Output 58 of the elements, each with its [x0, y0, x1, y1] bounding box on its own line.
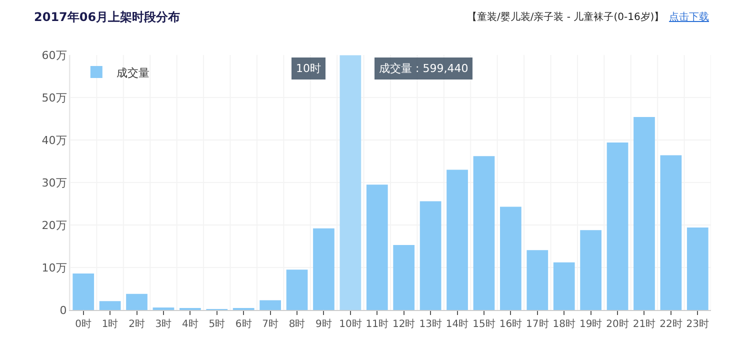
x-tick-label: 6时 [235, 318, 252, 330]
chart-subtitle: 【童装/婴儿装/亲子装 - 儿童袜子(0-16岁)】 [467, 11, 664, 23]
y-tick-label: 20万 [42, 218, 67, 232]
bar [286, 270, 308, 310]
y-tick-label: 50万 [42, 91, 67, 104]
x-tick-label: 11时 [366, 318, 389, 330]
bar [473, 156, 495, 310]
x-tick-label: 22时 [660, 318, 682, 330]
bar [126, 294, 148, 310]
x-tick-label: 9时 [316, 318, 332, 330]
y-tick-label: 0 [60, 304, 67, 317]
x-tick-label: 21时 [632, 318, 656, 330]
x-tick-label: 7时 [262, 318, 278, 330]
x-tick-label: 20时 [606, 318, 629, 330]
x-tick-label: 4时 [182, 318, 198, 330]
bar [580, 230, 602, 310]
bar [152, 307, 174, 310]
bar [72, 273, 94, 310]
legend-label: 成交量 [116, 66, 150, 80]
bar [340, 55, 362, 310]
x-tick-label: 14时 [446, 318, 469, 330]
y-tick-label: 60万 [42, 48, 67, 62]
bar [553, 262, 575, 310]
bar [420, 201, 442, 310]
y-tick-label: 40万 [42, 134, 67, 147]
text: 点击下载 [669, 11, 709, 23]
x-tick-label: 3时 [155, 318, 172, 330]
bar [446, 170, 468, 310]
x-tick-label: 13时 [419, 318, 442, 330]
x-tick-label: 23时 [686, 318, 710, 330]
bar [686, 228, 708, 310]
bar [526, 250, 548, 310]
x-tick-label: 1时 [102, 318, 118, 330]
x-tick-label: 8时 [288, 318, 306, 330]
y-tick-label: 10万 [42, 261, 67, 274]
x-tick-label: 10时 [339, 318, 362, 330]
annotation: 10时 [296, 62, 321, 75]
bar [500, 206, 522, 310]
y-tick-label: 30万 [42, 176, 67, 190]
x-tick-label: 19时 [579, 318, 602, 330]
x-tick-label: 0时 [75, 318, 92, 330]
bar [313, 228, 334, 310]
bar [99, 301, 121, 310]
x-tick-label: 5时 [208, 318, 226, 330]
x-tick-label: 18时 [552, 318, 576, 330]
chart-title: 2017年06月上架时段分布 [34, 10, 180, 24]
x-tick-label: 16时 [499, 318, 522, 330]
bar [660, 155, 682, 310]
bar [606, 142, 628, 310]
bar [366, 184, 388, 310]
x-tick-label: 15时 [472, 318, 496, 330]
bar [260, 300, 281, 310]
x-tick-label: 12时 [392, 318, 416, 330]
annotation: 成交量 : 599,440 [379, 62, 468, 75]
x-tick-label: 2时 [128, 318, 145, 330]
bar [634, 117, 655, 310]
bar [393, 244, 415, 310]
x-tick-label: 17时 [526, 318, 549, 330]
